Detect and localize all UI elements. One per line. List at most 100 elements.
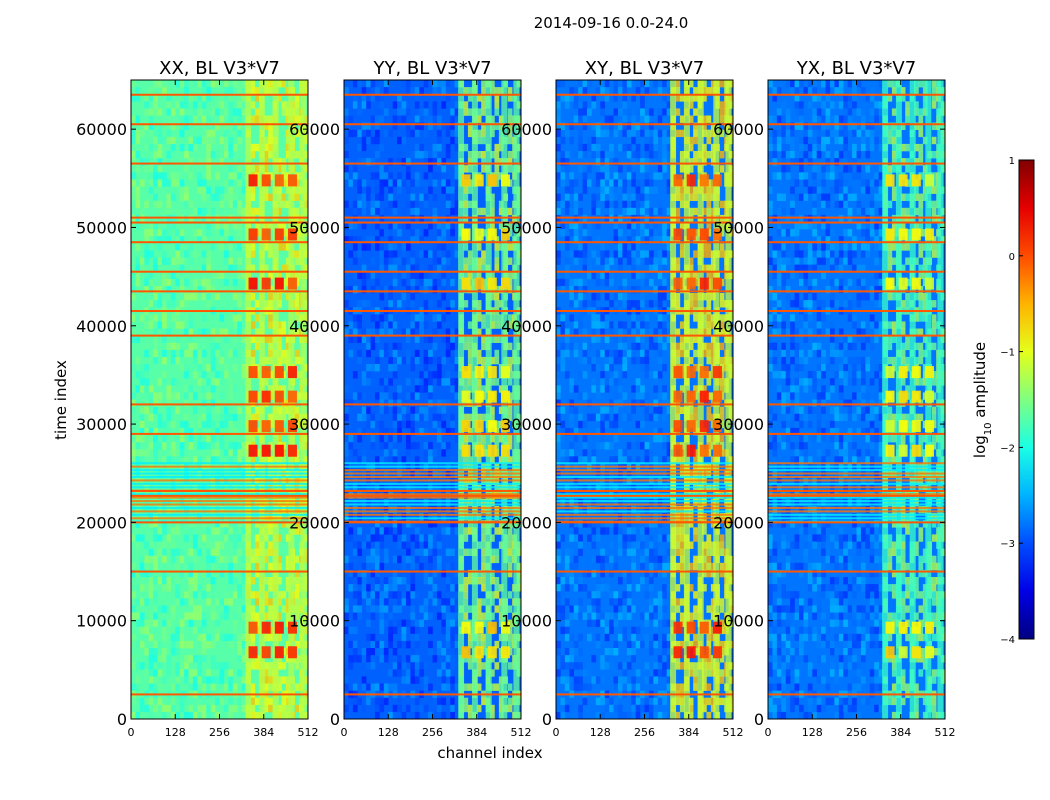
rfi-block-line — [131, 482, 308, 485]
heatmap-cell — [595, 172, 601, 180]
heatmap-cell — [397, 427, 402, 436]
heatmap-cell — [232, 484, 238, 493]
heatmap-cell — [228, 697, 234, 706]
heatmap-cell — [481, 101, 486, 109]
heatmap-cell — [131, 711, 136, 719]
heatmap-cell — [139, 633, 145, 642]
heatmap-cell — [379, 534, 385, 542]
heatmap-cell — [392, 321, 398, 329]
heatmap-cell — [441, 591, 447, 599]
heatmap-cell — [281, 456, 287, 464]
heatmap-cell — [197, 236, 203, 244]
heatmap-cell — [560, 136, 566, 145]
heatmap-cell — [392, 435, 398, 443]
heatmap-cell — [361, 165, 367, 173]
heatmap-cell — [436, 278, 442, 287]
rfi-block-line — [131, 510, 308, 513]
heatmap-cell — [219, 513, 225, 521]
heatmap-cell — [556, 94, 561, 102]
heatmap-cell — [144, 143, 149, 152]
heatmap-cell — [498, 598, 504, 606]
heatmap-cell — [648, 143, 654, 152]
heatmap-cell — [383, 683, 389, 691]
heatmap-cell — [197, 704, 203, 713]
heatmap-cell — [228, 506, 234, 514]
heatmap-cell — [595, 179, 601, 187]
heatmap-cell — [175, 662, 180, 670]
heatmap-cell — [432, 257, 438, 265]
heatmap-cell — [285, 577, 291, 585]
heatmap-cell — [175, 101, 180, 109]
panel-xy: XY, BL V3*V70 128 256 384 512010000200003000… — [501, 58, 743, 739]
heatmap-cell — [564, 207, 570, 216]
heatmap-cell — [201, 513, 207, 521]
heatmap-cell — [281, 285, 287, 294]
heatmap-cell — [219, 399, 225, 407]
heatmap-cell — [662, 143, 667, 152]
heatmap-cell — [153, 591, 158, 599]
heatmap-cell — [361, 179, 367, 187]
heatmap-cell — [294, 179, 300, 187]
heatmap-cell — [498, 541, 504, 549]
heatmap-cell — [414, 151, 420, 159]
heatmap-cell — [161, 257, 167, 265]
heatmap-cell — [161, 321, 167, 329]
heatmap-cell — [490, 115, 495, 123]
heatmap-cell — [135, 534, 141, 542]
heatmap-cell — [586, 179, 592, 187]
heatmap-cell — [414, 534, 420, 542]
heatmap-cell — [201, 548, 207, 556]
x-tick-label: 128 — [378, 726, 399, 739]
heatmap-cell — [383, 94, 389, 102]
heatmap-cell — [277, 321, 282, 329]
heatmap-cell — [131, 300, 136, 308]
heatmap-cell — [582, 328, 588, 336]
heatmap-cell — [184, 385, 189, 393]
heatmap-cell — [179, 129, 185, 138]
heatmap-cell — [702, 129, 707, 138]
heatmap-cell — [379, 285, 385, 294]
heatmap-cell — [441, 293, 447, 301]
heatmap-cell — [706, 222, 712, 230]
heatmap-cell — [201, 683, 207, 691]
heatmap-cell — [450, 484, 455, 493]
heatmap-cell — [374, 122, 380, 130]
heatmap-cell — [383, 506, 389, 514]
heatmap-cell — [481, 697, 486, 706]
heatmap-cell — [263, 378, 269, 386]
heatmap-cell — [397, 598, 402, 606]
heatmap-cell — [361, 94, 367, 102]
heatmap-cell — [277, 506, 282, 514]
heatmap-cell — [662, 108, 667, 116]
heatmap-cell — [383, 427, 389, 436]
heatmap-cell — [370, 158, 376, 166]
heatmap-cell — [135, 94, 141, 102]
heatmap-cell — [144, 399, 149, 407]
heatmap-cell — [609, 129, 614, 138]
heatmap-cell — [445, 683, 451, 691]
heatmap-cell — [648, 172, 654, 180]
heatmap-cell — [166, 179, 172, 187]
heatmap-cell — [210, 655, 216, 663]
heatmap-cell — [388, 328, 393, 336]
heatmap-cell — [228, 598, 234, 606]
heatmap-cell — [445, 200, 451, 209]
heatmap-cell — [206, 676, 211, 684]
heatmap-cell — [237, 158, 242, 166]
heatmap-cell — [410, 165, 416, 173]
heatmap-cell — [467, 356, 473, 365]
heatmap-cell — [232, 569, 238, 578]
heatmap-cell — [370, 555, 376, 564]
heatmap-cell — [578, 101, 583, 109]
heatmap-cell — [640, 243, 645, 251]
heatmap-cell — [428, 158, 433, 166]
heatmap-cell — [170, 420, 176, 429]
heatmap-cell — [188, 115, 194, 123]
heatmap-cell — [215, 222, 220, 230]
heatmap-cell — [388, 179, 393, 187]
heatmap-cell — [157, 229, 163, 237]
heatmap-cell — [476, 704, 482, 713]
heatmap-cell — [206, 435, 211, 443]
heatmap-cell — [263, 498, 269, 507]
heatmap-cell — [702, 314, 707, 322]
